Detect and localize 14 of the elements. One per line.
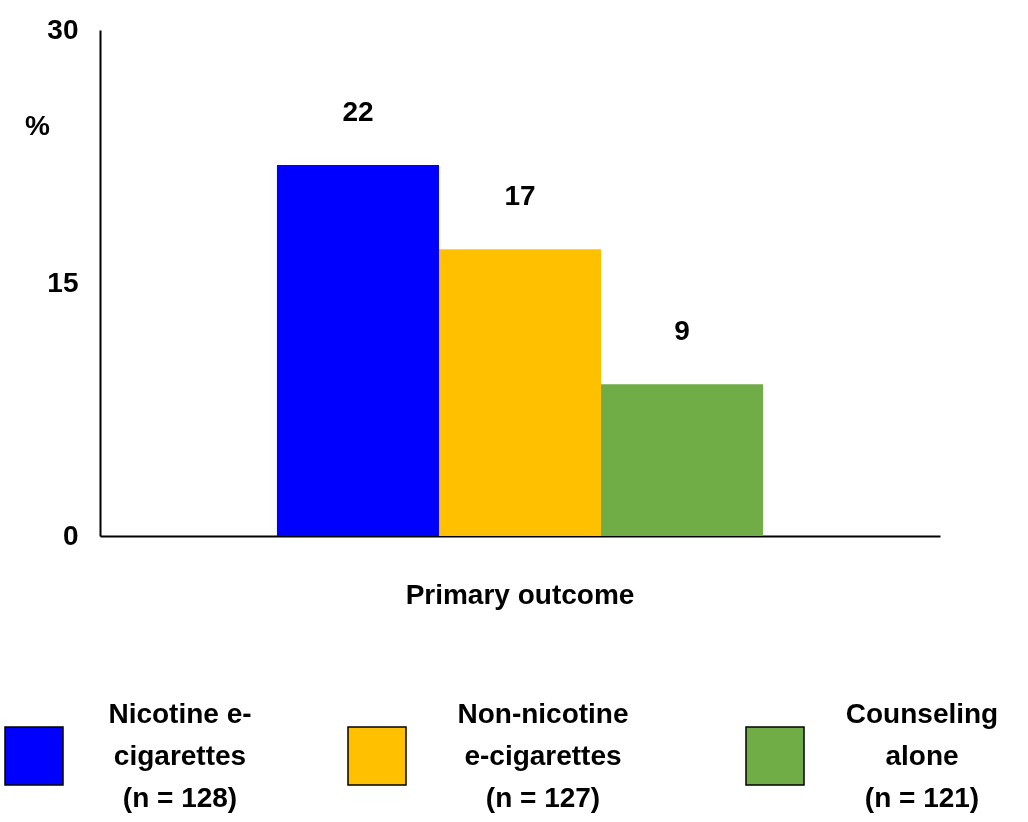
x-tick-label: Primary outcome [405, 578, 635, 610]
bar [276, 164, 439, 536]
legend-label: Nicotine e- cigarettes (n = 128) [108, 698, 252, 813]
y-tick-label: 0 [62, 519, 79, 551]
legend-label: Counseling alone (n = 121) [845, 698, 999, 813]
legend-label: Non-nicotine e-cigarettes (n = 127) [457, 698, 629, 813]
y-tick-label: 15 [47, 266, 79, 298]
y-axis-title: % [25, 109, 51, 141]
y-tick-label: 30 [47, 13, 79, 45]
bar [438, 249, 602, 536]
data-label: 22 [342, 95, 374, 127]
data-label: 9 [674, 315, 690, 347]
data-label: 17 [504, 180, 536, 212]
bar [601, 384, 764, 536]
